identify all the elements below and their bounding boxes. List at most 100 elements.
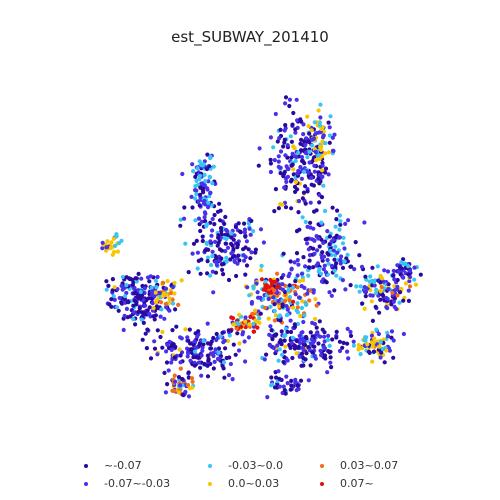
map-point-1853 [197, 177, 202, 182]
map-point-1003 [308, 288, 313, 293]
map-point-139 [285, 143, 290, 148]
map-point-558 [110, 277, 115, 282]
map-point-77 [296, 210, 301, 215]
map-point-1245 [385, 269, 391, 274]
map-point-166 [307, 160, 312, 165]
map-point-1737 [208, 346, 214, 351]
map-point-1105 [290, 285, 295, 290]
map-point-1562 [318, 348, 323, 353]
map-point-1707 [155, 352, 160, 357]
map-point-98 [273, 111, 278, 117]
map-point-480 [195, 266, 200, 271]
map-point-1820 [270, 382, 275, 387]
map-point-723 [167, 300, 172, 305]
map-point-1486 [292, 346, 297, 351]
map-point-503 [208, 273, 213, 278]
map-point-95 [283, 176, 289, 181]
map-point-1369 [351, 343, 356, 348]
map-point-1850 [195, 166, 200, 171]
map-point-1186 [251, 329, 256, 334]
map-point-874 [340, 278, 345, 283]
map-point-1666 [208, 351, 214, 356]
map-point-532 [120, 274, 125, 280]
map-point-1518 [272, 333, 277, 338]
map-point-1813 [276, 369, 281, 374]
map-point-1669 [216, 350, 221, 355]
map-point-608 [150, 301, 155, 306]
map-point-1087 [281, 287, 286, 292]
map-point-684 [148, 314, 153, 319]
map-point-1363 [382, 360, 387, 365]
map-point-1466 [322, 339, 327, 344]
map-point-477 [249, 250, 254, 255]
map-point-241 [328, 114, 333, 119]
map-point-197 [288, 134, 293, 139]
map-point-921 [297, 227, 302, 232]
map-point-1322 [389, 329, 395, 334]
map-point-1418 [348, 333, 354, 338]
map-point-1382 [384, 348, 389, 353]
map-point-121 [289, 206, 294, 211]
map-point-1440 [288, 329, 294, 335]
map-point-599 [133, 322, 138, 327]
map-point-353 [242, 221, 247, 226]
map-point-1624 [178, 353, 183, 358]
map-point-1281 [413, 282, 419, 287]
map-point-1715 [192, 349, 197, 354]
map-point-182 [299, 155, 305, 160]
map-point-1251 [395, 277, 400, 283]
map-point-406 [196, 258, 201, 263]
map-point-442 [249, 218, 254, 223]
map-point-250 [312, 120, 317, 125]
map-point-1153 [237, 312, 242, 317]
map-point-1292 [395, 284, 400, 289]
map-point-266 [317, 123, 323, 128]
map-point-1662 [197, 342, 202, 348]
map-point-1573 [152, 339, 157, 344]
map-point-212 [278, 171, 283, 176]
map-point-1738 [169, 347, 174, 352]
legend-label-3: -0.03~0.0 [228, 459, 284, 472]
map-point-207 [299, 137, 304, 142]
map-point-1490 [294, 338, 299, 344]
map-point-1206 [370, 265, 375, 270]
map-point-73 [311, 183, 316, 188]
map-point-1040 [286, 274, 291, 279]
map-point-714 [170, 285, 175, 290]
map-point-768 [112, 249, 117, 255]
map-point-1784 [173, 379, 178, 384]
map-point-1265 [370, 293, 375, 298]
map-point-816 [306, 273, 311, 278]
map-point-502 [224, 259, 229, 264]
map-point-905 [345, 259, 350, 264]
map-point-1427 [304, 351, 309, 356]
map-point-1347 [391, 338, 396, 343]
map-point-895 [312, 238, 317, 243]
map-point-1591 [200, 345, 205, 350]
map-point-1736 [223, 346, 228, 351]
map-point-1697 [236, 348, 242, 353]
map-point-1038 [285, 312, 290, 317]
map-point-871 [281, 251, 286, 256]
map-point-1487 [297, 333, 302, 338]
map-point-1542 [303, 357, 308, 362]
map-point-1839 [197, 173, 203, 178]
map-point-361 [232, 233, 237, 238]
map-point-1449 [279, 329, 284, 334]
map-point-1488 [320, 327, 325, 332]
map-point-49 [318, 115, 323, 120]
map-point-367 [261, 240, 266, 245]
map-point-1379 [401, 331, 406, 337]
map-point-1553 [309, 337, 314, 342]
map-point-1635 [228, 361, 233, 367]
map-point-274 [304, 136, 309, 141]
map-point-699 [141, 320, 146, 325]
map-point-304 [194, 192, 199, 197]
map-point-840 [299, 271, 305, 276]
map-point-1565 [325, 370, 330, 375]
map-point-605 [139, 276, 144, 281]
map-point-1516 [310, 320, 315, 325]
map-point-891 [315, 261, 320, 266]
map-point-1561 [318, 334, 323, 339]
